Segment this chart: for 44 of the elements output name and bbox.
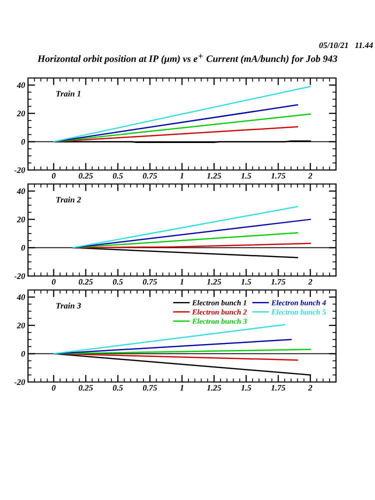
x-tick-label: 0.25 xyxy=(78,279,93,285)
y-tick-label: -20 xyxy=(14,273,26,279)
x-tick-label: 2 xyxy=(308,279,312,285)
x-tick-label: 0.5 xyxy=(112,385,123,391)
text: 05/10/21 11.44 xyxy=(319,42,373,48)
y-tick-label: 20 xyxy=(16,322,26,328)
annotation: Train 1 xyxy=(56,90,80,96)
y-tick-label: 20 xyxy=(16,216,26,222)
x-tick-label: 1 xyxy=(180,385,184,391)
x-tick-label: 1.25 xyxy=(206,279,222,285)
y-tick-label: -20 xyxy=(14,379,26,385)
annotation: Train 2 xyxy=(56,196,81,202)
x-tick-label: 1.75 xyxy=(271,173,286,179)
x-tick-label: 0.75 xyxy=(142,279,157,285)
x-tick-label: 1.75 xyxy=(271,279,286,285)
x-tick-label: 1 xyxy=(180,173,184,179)
x-tick-label: 0.25 xyxy=(78,173,93,179)
y-tick-label: 40 xyxy=(16,188,26,194)
x-tick-label: 1.75 xyxy=(271,385,286,391)
x-tick-label: 0.75 xyxy=(142,385,157,391)
x-tick-label: 2 xyxy=(308,385,312,391)
y-tick-label: 20 xyxy=(16,110,26,116)
x-tick-label: 0.25 xyxy=(78,385,93,391)
chart-title: Horizontal orbit position at IP (μm) vs e$^{+}$ Current (mA/bunch) for Job 943 xyxy=(37,54,338,64)
x-tick-label: 0.75 xyxy=(142,173,157,179)
x-tick-label: 1.25 xyxy=(206,173,222,179)
y-tick-label: 0 xyxy=(21,351,26,357)
y-tick-label: 0 xyxy=(21,139,26,145)
y-tick-label: 40 xyxy=(16,82,26,88)
x-tick-label: 2 xyxy=(308,173,312,179)
annotation: Train 3 xyxy=(56,302,81,308)
y-tick-label: 0 xyxy=(21,245,26,251)
x-tick-label: 1.25 xyxy=(206,385,222,391)
y-tick-label: -20 xyxy=(14,167,26,173)
x-tick-label: 1.5 xyxy=(241,279,252,285)
x-tick-label: 0.5 xyxy=(112,173,123,179)
x-tick-label: 0 xyxy=(52,385,56,391)
x-tick-label: 0 xyxy=(52,173,56,179)
x-tick-label: 1.5 xyxy=(241,385,252,391)
x-tick-label: 1.5 xyxy=(241,173,252,179)
y-tick-label: 40 xyxy=(16,294,26,300)
x-tick-label: 0 xyxy=(52,279,56,285)
x-tick-label: 0.5 xyxy=(112,279,123,285)
x-tick-label: 1 xyxy=(180,279,184,285)
